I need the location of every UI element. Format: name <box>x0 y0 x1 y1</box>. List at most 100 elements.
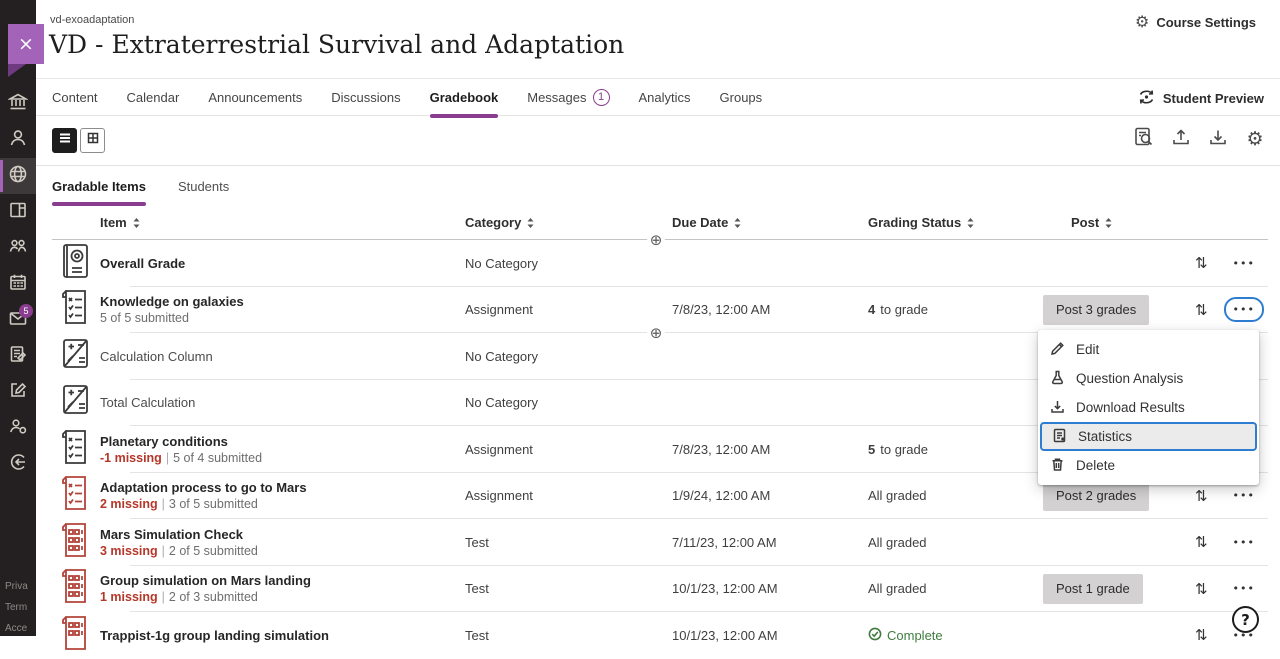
row-menu-button[interactable]: ••• <box>1223 297 1264 323</box>
view-toggle-group <box>52 128 105 153</box>
item-due-date: 7/8/23, 12:00 AM <box>672 441 771 457</box>
assignment-icon <box>58 473 92 518</box>
sidebar-item-sign-out[interactable] <box>0 446 36 482</box>
download-icon <box>1050 399 1065 417</box>
tab-students[interactable]: Students <box>177 178 230 194</box>
item-submission-info: 1 missing | 2 of 3 submitted <box>100 590 258 605</box>
search-document-icon <box>1133 126 1155 153</box>
post-grades-button[interactable]: Post 3 grades <box>1043 294 1150 325</box>
tab-gradable-items[interactable]: Gradable Items <box>52 166 146 206</box>
tab-announcements[interactable]: Announcements <box>208 89 303 105</box>
table-row: Planetary conditions -1 missing | 5 of 4 s… <box>52 426 1268 473</box>
item-title-link[interactable]: Planetary conditions <box>100 433 228 449</box>
sidebar-item-courses[interactable] <box>0 158 36 194</box>
item-due-date: 7/8/23, 12:00 AM <box>672 302 771 318</box>
row-menu-button[interactable]: ••• <box>1232 489 1255 503</box>
post-grades-button[interactable]: Post 1 grade <box>1043 573 1143 604</box>
item-submission-info: 5 of 5 submitted <box>100 311 189 326</box>
reorder-icon[interactable]: ⇅ <box>1194 254 1208 273</box>
add-item-button[interactable]: ⊕ <box>647 232 665 250</box>
student-preview-button[interactable]: Student Preview <box>1137 79 1264 117</box>
accessibility-link[interactable]: Acce <box>5 623 28 634</box>
upload-button[interactable] <box>1169 127 1193 151</box>
reorder-icon[interactable]: ⇅ <box>1194 579 1208 598</box>
item-category: Test <box>465 627 489 643</box>
item-title-link[interactable]: Calculation Column <box>100 348 213 364</box>
complete-check-icon <box>868 627 882 644</box>
grading-status: Complete <box>868 627 1043 644</box>
menu-item-question-analysis[interactable]: Question Analysis <box>1038 364 1259 393</box>
reorder-icon[interactable]: ⇅ <box>1194 626 1208 645</box>
item-title-link[interactable]: Trappist-1g group landing simulation <box>100 627 329 643</box>
column-header-item[interactable]: Item <box>100 215 465 230</box>
sign-out-icon <box>8 452 28 477</box>
item-due-date: 10/1/23, 12:00 AM <box>672 581 778 597</box>
sidebar-item-grades[interactable] <box>0 338 36 374</box>
calculation-icon <box>58 334 92 379</box>
column-header-post[interactable]: Post <box>1043 215 1185 230</box>
tab-groups[interactable]: Groups <box>719 89 763 105</box>
sidebar-item-calendar[interactable] <box>0 266 36 302</box>
sidebar-item-organizations[interactable] <box>0 194 36 230</box>
assignment-icon <box>58 287 92 332</box>
grid-view-button[interactable] <box>80 128 105 153</box>
row-menu-button[interactable]: ••• <box>1232 535 1255 549</box>
tab-calendar[interactable]: Calendar <box>126 89 180 105</box>
post-grades-button[interactable]: Post 2 grades <box>1043 480 1150 511</box>
reorder-icon[interactable]: ⇅ <box>1194 533 1208 552</box>
edit-square-icon <box>8 380 28 405</box>
sidebar-item-community[interactable] <box>0 230 36 266</box>
plus-circle-icon: ⊕ <box>649 231 663 249</box>
close-course-button[interactable]: × <box>8 24 44 64</box>
item-category: No Category <box>465 395 538 411</box>
question-mark-icon: ? <box>1241 610 1250 629</box>
gradebook-settings-button[interactable]: ⚙ <box>1243 127 1267 151</box>
sidebar-item-profile[interactable] <box>0 122 36 158</box>
item-title-link[interactable]: Knowledge on galaxies <box>100 294 244 310</box>
plus-circle-icon: ⊕ <box>649 324 663 342</box>
privacy-link[interactable]: Priva <box>5 581 28 592</box>
row-menu-button[interactable]: ••• <box>1232 256 1255 270</box>
test-icon <box>58 520 92 565</box>
grading-status: 5 to grade <box>868 441 928 457</box>
sidebar-item-messages[interactable]: 5 <box>0 302 36 338</box>
sidebar-item-tools[interactable] <box>0 374 36 410</box>
profile-icon <box>8 128 28 153</box>
item-title-link[interactable]: Mars Simulation Check <box>100 526 244 542</box>
item-due-date: 1/9/24, 12:00 AM <box>672 488 771 504</box>
globe-icon <box>8 164 28 189</box>
item-category: Assignment <box>465 441 533 457</box>
tab-messages[interactable]: Messages 1 <box>527 78 610 116</box>
menu-item-edit[interactable]: Edit <box>1038 335 1259 364</box>
tab-gradebook[interactable]: Gradebook <box>429 78 498 118</box>
item-due-date: 10/1/23, 12:00 AM <box>672 627 778 643</box>
reorder-icon[interactable]: ⇅ <box>1194 300 1208 319</box>
list-view-button[interactable] <box>52 128 77 153</box>
search-records-button[interactable] <box>1132 127 1156 151</box>
menu-item-statistics[interactable]: Statistics <box>1040 422 1257 451</box>
reorder-icon[interactable]: ⇅ <box>1194 486 1208 505</box>
column-header-due-date[interactable]: Due Date <box>672 215 868 230</box>
item-title-link[interactable]: Total Calculation <box>100 395 196 411</box>
item-title-link[interactable]: Group simulation on Mars landing <box>100 573 311 589</box>
item-title-link[interactable]: Overall Grade <box>100 255 186 271</box>
help-button[interactable]: ? <box>1232 606 1259 633</box>
tab-analytics[interactable]: Analytics <box>638 89 691 105</box>
terms-link[interactable]: Term <box>5 602 28 613</box>
tab-discussions[interactable]: Discussions <box>331 89 401 105</box>
assignment-icon <box>58 427 92 472</box>
menu-item-delete[interactable]: Delete <box>1038 451 1259 480</box>
sort-icon <box>526 217 535 229</box>
calendar-icon <box>8 272 28 297</box>
course-settings-button[interactable]: ⚙ Course Settings <box>1135 14 1256 30</box>
sidebar-item-institution[interactable] <box>0 86 36 122</box>
download-button[interactable] <box>1206 127 1230 151</box>
item-title-link[interactable]: Adaptation process to go to Mars <box>100 480 307 496</box>
column-header-grading-status[interactable]: Grading Status <box>868 215 1043 230</box>
column-header-category[interactable]: Category <box>465 215 672 230</box>
sidebar-item-admin[interactable] <box>0 410 36 446</box>
menu-item-download-results[interactable]: Download Results <box>1038 393 1259 422</box>
tab-content[interactable]: Content <box>52 89 98 105</box>
row-menu-button[interactable]: ••• <box>1232 582 1255 596</box>
add-item-button[interactable]: ⊕ <box>647 325 665 343</box>
